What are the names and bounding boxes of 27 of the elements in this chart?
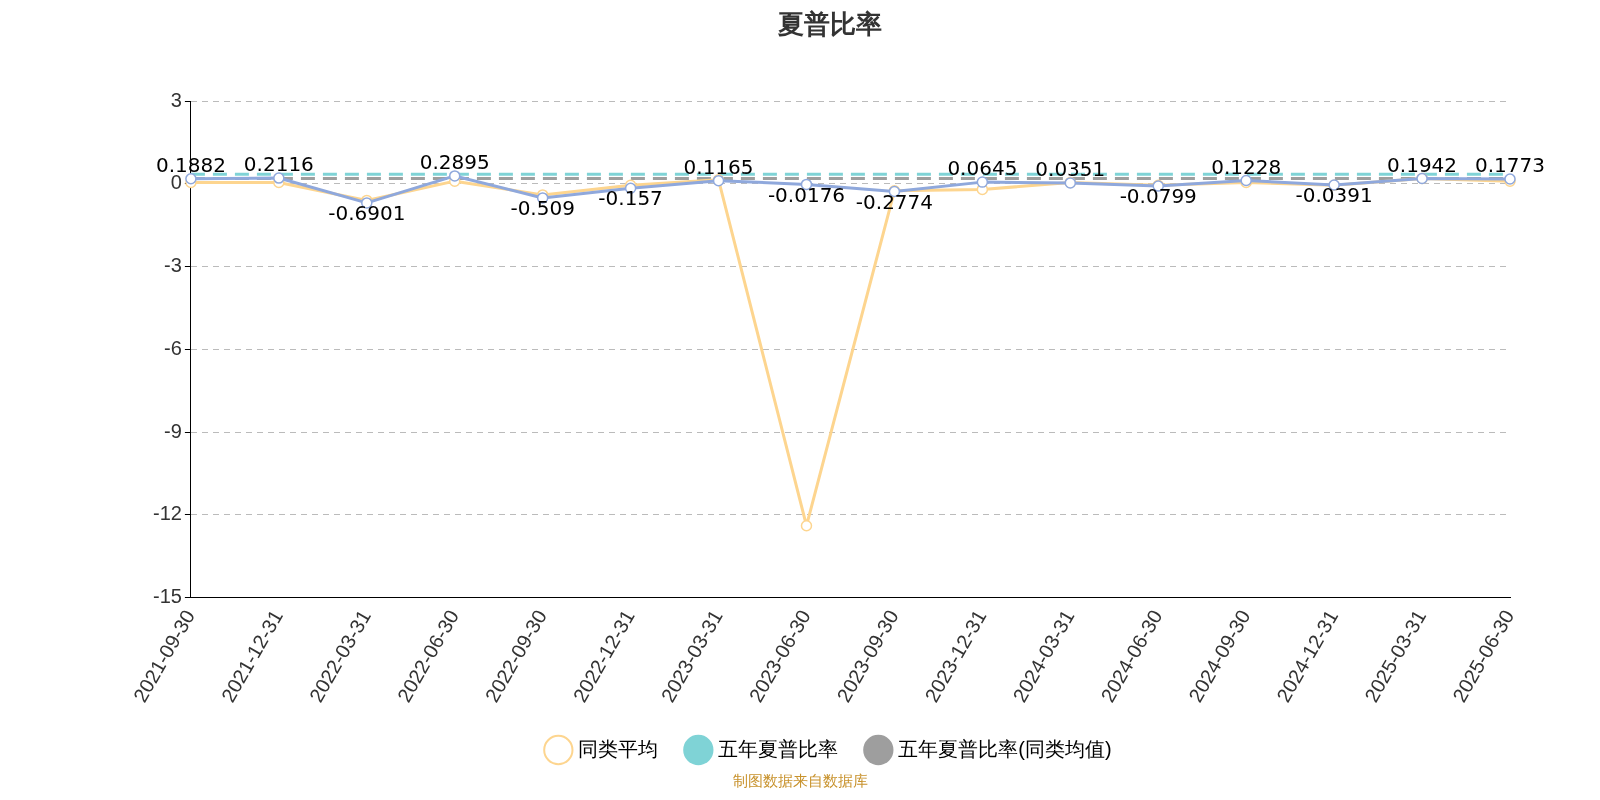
y-tick-label: -6 <box>164 336 182 359</box>
data-label: 0.0645 <box>947 156 1018 181</box>
data-label: 0.1942 <box>1387 152 1458 177</box>
y-tick-label: 3 <box>170 88 182 111</box>
data-label: -0.157 <box>598 186 663 211</box>
legend-label: 同类平均 <box>578 737 659 760</box>
text: 制图数据来自数据库 <box>731 772 869 791</box>
data-label: 0.1165 <box>683 154 754 179</box>
data-label: 0.0351 <box>1035 157 1106 182</box>
data-label: 0.2116 <box>243 152 314 177</box>
data-label: -0.509 <box>510 196 575 221</box>
data-label: -0.0176 <box>767 182 846 207</box>
y-tick-label: 0 <box>170 171 182 194</box>
data-label: 0.2895 <box>419 150 490 175</box>
data-label: -0.2774 <box>855 189 934 214</box>
legend-label: 五年夏普比率 <box>718 737 839 760</box>
y-tick-label: -9 <box>164 419 182 442</box>
y-tick-label: -15 <box>153 584 182 607</box>
chart-title: 夏普比率 <box>777 8 882 39</box>
data-label: 0.1228 <box>1211 154 1282 179</box>
data-label: -0.0391 <box>1295 183 1373 208</box>
y-tick-label: -12 <box>153 502 182 525</box>
legend-label: 五年夏普比率(同类均值) <box>898 737 1112 760</box>
data-label: -0.6901 <box>328 201 406 226</box>
y-tick-label: -3 <box>164 254 182 277</box>
data-label: -0.0799 <box>1119 184 1197 209</box>
data-label: 0.1773 <box>1475 153 1545 178</box>
